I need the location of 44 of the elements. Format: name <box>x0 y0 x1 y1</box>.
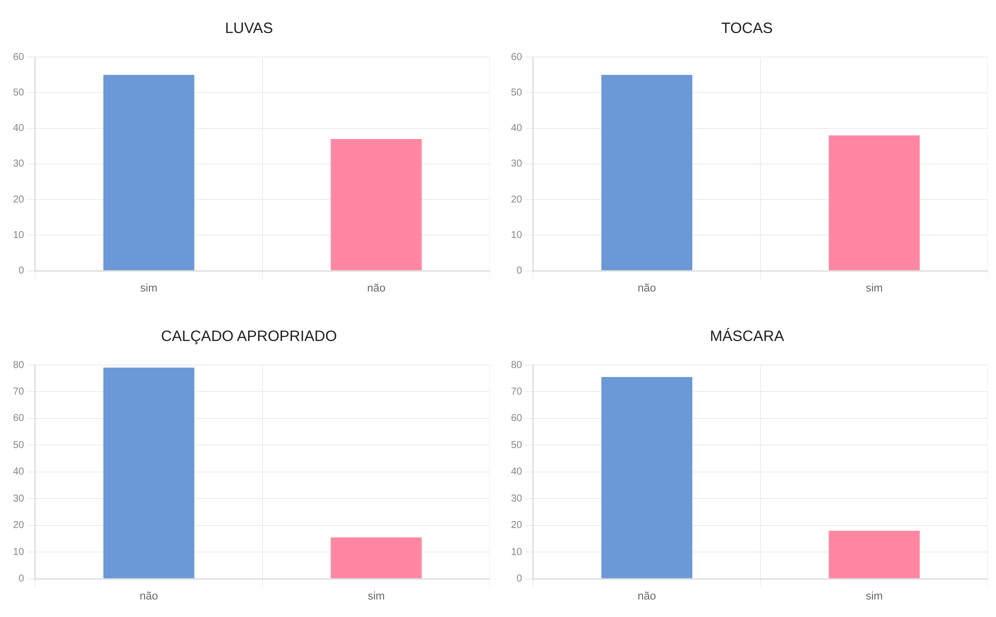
x-tick-label: sim <box>866 282 883 294</box>
y-tick-label: 70 <box>511 386 523 398</box>
y-tick-label: 60 <box>511 52 523 63</box>
y-tick-label: 0 <box>516 574 523 585</box>
y-tick-label: 40 <box>13 466 25 478</box>
x-tick-label: não <box>367 282 386 294</box>
y-tick-label: 0 <box>18 266 25 277</box>
y-tick-label: 30 <box>511 493 523 504</box>
x-tick-label: sim <box>140 282 158 294</box>
y-tick-label: 80 <box>511 360 523 371</box>
y-tick-label: 30 <box>13 493 25 504</box>
chart-title: LUVAS <box>224 19 274 39</box>
chart-title: TOCAS <box>720 19 774 39</box>
y-tick-label: 50 <box>511 440 523 451</box>
y-tick-label: 10 <box>13 230 25 241</box>
y-tick-label: 60 <box>13 52 25 63</box>
x-tick-label: não <box>638 590 656 602</box>
y-tick-label: 20 <box>511 520 523 532</box>
y-tick-label: 20 <box>13 194 25 206</box>
chart-title: MÁSCARA <box>708 327 786 347</box>
y-tick-label: 40 <box>13 123 25 134</box>
y-tick-label: 10 <box>511 230 523 241</box>
chart-title: CALÇADO APROPRIADO <box>160 327 338 347</box>
x-tick-label: não <box>140 590 158 602</box>
y-tick-label: 80 <box>13 360 25 371</box>
y-tick-label: 30 <box>13 158 25 170</box>
y-tick-label: 20 <box>13 520 25 532</box>
x-tick-label: sim <box>368 590 385 602</box>
x-tick-label: não <box>638 282 656 294</box>
y-tick-label: 40 <box>511 123 523 134</box>
y-tick-label: 50 <box>511 87 523 98</box>
y-tick-label: 0 <box>18 574 25 585</box>
y-tick-label: 70 <box>13 386 25 398</box>
y-tick-label: 60 <box>511 413 523 424</box>
x-tick-label: sim <box>866 590 883 602</box>
y-tick-label: 40 <box>511 466 523 478</box>
y-tick-label: 20 <box>511 194 523 206</box>
y-tick-label: 0 <box>516 266 523 277</box>
y-tick-label: 60 <box>13 413 25 424</box>
y-tick-label: 10 <box>13 546 25 558</box>
y-tick-label: 30 <box>511 158 523 170</box>
y-tick-label: 50 <box>13 87 25 98</box>
y-tick-label: 10 <box>511 546 523 558</box>
y-tick-label: 50 <box>13 440 25 451</box>
